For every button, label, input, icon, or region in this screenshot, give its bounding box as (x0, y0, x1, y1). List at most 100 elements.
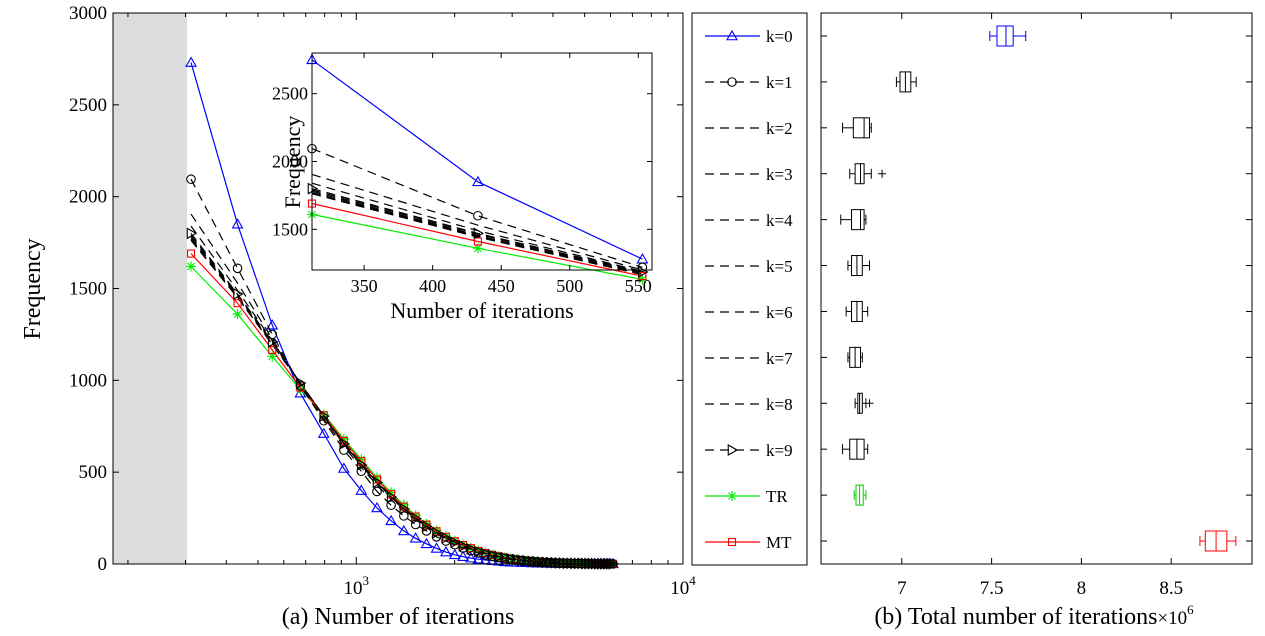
legend-box (691, 12, 808, 566)
panel-a-ylabel: Frequency (20, 238, 46, 339)
y-tick-label: 0 (98, 554, 108, 575)
series-point-k=9 (570, 557, 581, 570)
inset-x-tick-label: 350 (351, 276, 378, 296)
legend-entry-k=2: k=2 (705, 119, 793, 138)
series-point-k=0 (420, 537, 433, 549)
series-point-k=9 (296, 377, 307, 390)
x-tick-base: 10 (670, 578, 689, 599)
inset-line-k=2 (311, 173, 643, 271)
y-tick-label: 1000 (69, 370, 107, 391)
series-point-k=9 (450, 536, 461, 549)
legend-label: k=5 (766, 257, 793, 276)
series-k=8 (190, 240, 613, 565)
series-point-k=9 (506, 552, 517, 565)
series-point-k=9 (474, 545, 485, 558)
series-point-TR (356, 454, 367, 465)
legend-entry-k=7: k=7 (705, 349, 793, 368)
x-tick-label: 7.5 (980, 578, 1004, 599)
series-point-k=1 (186, 174, 196, 185)
series-point-k=9 (511, 553, 523, 566)
legend-marker-MT (727, 537, 737, 547)
series-point-k=9 (458, 540, 470, 552)
series-point-k=9 (494, 550, 505, 563)
series-point-k=9 (517, 554, 528, 567)
x-tick-label: 104 (670, 573, 696, 599)
series-point-TR (295, 384, 306, 395)
series-k=9 (186, 227, 620, 570)
series-point-k=0 (185, 56, 197, 67)
legend-label: k=0 (766, 27, 793, 46)
inset-x-tick-label: 500 (556, 276, 583, 296)
series-point-k=0 (266, 319, 279, 330)
series-point-k=0 (472, 553, 485, 564)
series-point-k=9 (522, 554, 534, 567)
inset-point-k=9 (473, 227, 484, 240)
series-point-TR (386, 487, 397, 498)
inset-xlabel: Number of iterations (390, 298, 573, 323)
series-point-k=9 (267, 335, 279, 348)
series-point-k=1 (356, 466, 367, 477)
series-point-k=1 (386, 500, 396, 511)
legend-label: k=4 (766, 211, 793, 230)
series-point-k=9 (562, 557, 574, 570)
series-point-k=0 (385, 514, 398, 526)
series-point-k=9 (372, 476, 384, 489)
inset-series-k=2 (311, 173, 643, 271)
inset-point-k=1 (473, 210, 483, 221)
panel-b-xlabel-multiplier: ×10 (1157, 608, 1187, 629)
x-tick-label: 8 (1077, 578, 1087, 599)
series-point-k=0 (457, 550, 469, 561)
series-point-k=0 (439, 545, 452, 557)
series-point-TR (186, 261, 197, 272)
inset-background (312, 53, 652, 270)
panel-b-xlabel: (b) Total number of iterations×106 (874, 602, 1194, 630)
inset-point-k=9 (307, 182, 319, 195)
y-tick-label: 3000 (69, 3, 107, 24)
series-point-k=1 (410, 519, 421, 530)
series-point-k=9 (411, 512, 422, 525)
y-tick-label: 2000 (69, 187, 107, 208)
series-point-k=0 (231, 218, 244, 229)
legend-entry-MT: MT (705, 533, 792, 552)
series-point-TR (371, 472, 382, 483)
series-point-MT (233, 299, 242, 308)
inset-ticks: 1500 2000 2500 350 400 450 500 550 (272, 53, 652, 296)
series-point-k=1 (372, 486, 382, 497)
series-point-k=9 (319, 410, 330, 423)
series-point-k=0 (448, 548, 461, 560)
series-point-k=9 (422, 520, 433, 533)
inset-series-k=8 (311, 193, 643, 276)
series-point-k=0 (409, 532, 422, 543)
panel-b-xlabel-exponent: 6 (1187, 602, 1194, 617)
legend-label: k=3 (766, 165, 793, 184)
y-tick-label: 1500 (69, 279, 107, 300)
x-tick-base: 10 (344, 578, 363, 599)
panel-b-ticks: 7 7.5 8 8.5 (821, 13, 1252, 599)
legend-marker-k=9 (727, 444, 739, 456)
box-k=5 (847, 255, 870, 277)
box-k=8 (854, 392, 874, 414)
series-point-k=9 (500, 551, 511, 564)
panel-b-boxes (840, 25, 1237, 552)
x-tick-label: 8.5 (1159, 578, 1183, 599)
inset-line-k=5 (311, 190, 643, 274)
inset-point-k=0 (471, 175, 484, 187)
inset-ylabel: Frequency (280, 116, 305, 209)
series-point-MT (268, 345, 277, 355)
inset-line-k=1 (311, 148, 643, 268)
legend-entry-k=9: k=9 (705, 441, 793, 460)
series-line-k=1 (190, 178, 613, 565)
box-k=7 (847, 346, 863, 368)
box-k=3 (849, 163, 887, 185)
legend-label: k=2 (766, 119, 793, 138)
series-point-TR (267, 351, 278, 362)
series-point-MT (186, 249, 196, 258)
legend-label: TR (766, 487, 788, 506)
inset-y-tick-label: 2500 (272, 84, 308, 104)
box-k=9 (842, 438, 869, 460)
y-tick-label: 500 (79, 462, 108, 483)
legend-marker-k=0 (726, 29, 738, 41)
series-point-k=9 (399, 502, 410, 515)
series-point-TR (338, 434, 349, 445)
